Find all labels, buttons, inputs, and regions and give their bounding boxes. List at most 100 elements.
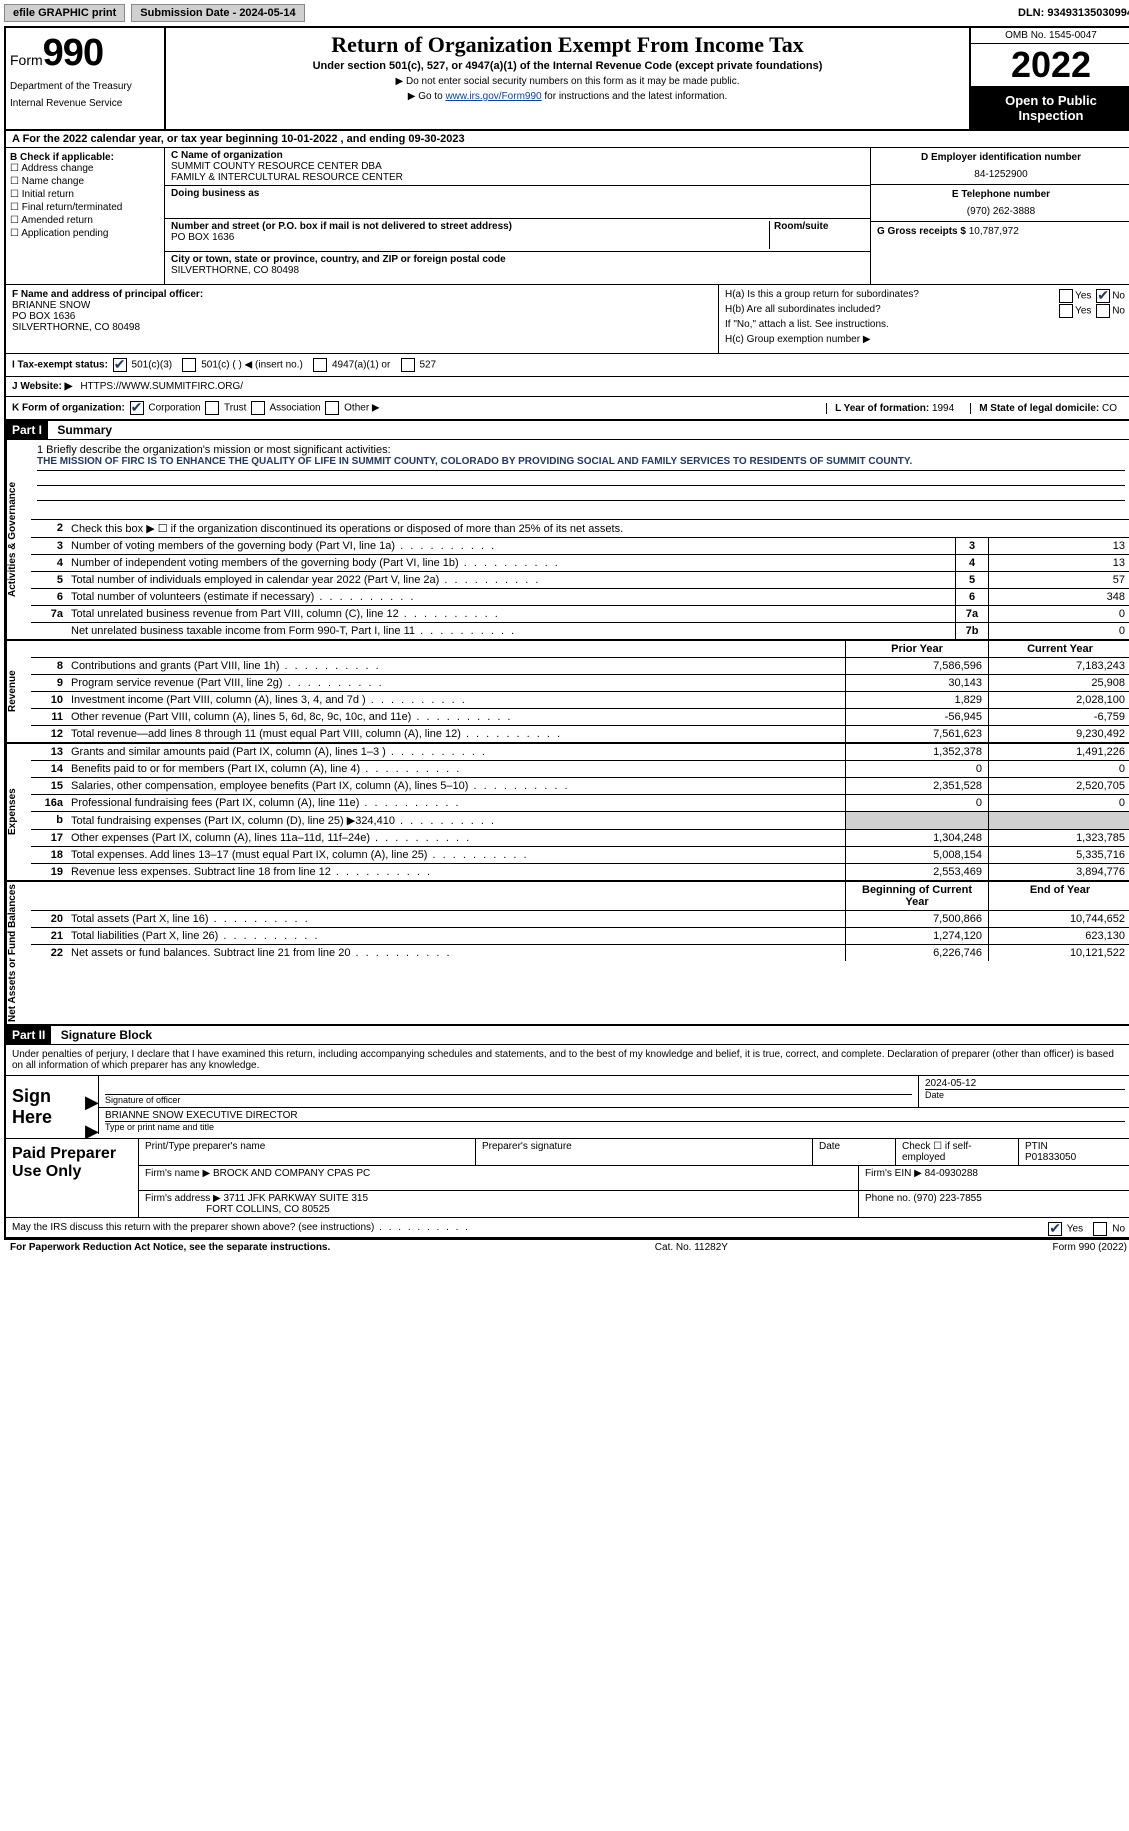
box-d: D Employer identification number 84-1252…	[870, 148, 1129, 284]
p-name-lbl: Print/Type preparer's name	[139, 1139, 476, 1165]
open-public: Open to Public Inspection	[971, 87, 1129, 129]
ha-no: No	[1112, 291, 1125, 302]
type-name-val: BRIANNE SNOW EXECUTIVE DIRECTOR	[105, 1110, 1125, 1121]
part2-title: Signature Block	[55, 1026, 158, 1044]
officer-addr2: SILVERTHORNE, CO 80498	[12, 322, 712, 333]
chk-addr: Address change	[21, 163, 93, 174]
footer-right: Form 990 (2022)	[1053, 1242, 1127, 1253]
officer-name: BRIANNE SNOW	[12, 300, 712, 311]
p-sig-lbl: Preparer's signature	[476, 1139, 813, 1165]
q1-lbl: 1 Briefly describe the organization's mi…	[37, 444, 1125, 456]
m-lbl: M State of legal domicile:	[979, 403, 1099, 414]
may-discuss: May the IRS discuss this return with the…	[12, 1222, 470, 1233]
firm-addr2: FORT COLLINS, CO 80525	[206, 1204, 330, 1215]
box-h: H(a) Is this a group return for subordin…	[719, 285, 1129, 353]
phone-val: (970) 223-7855	[913, 1193, 981, 1204]
firm-addr-lbl: Firm's address ▶	[145, 1193, 221, 1204]
tel-lbl: E Telephone number	[877, 189, 1125, 200]
subdate-btn[interactable]: Submission Date - 2024-05-14	[131, 4, 304, 22]
part2-header: Part II Signature Block	[6, 1026, 1129, 1045]
instruction-2b: for instructions and the latest informat…	[542, 91, 728, 102]
ha-yes: Yes	[1075, 291, 1091, 302]
firm-ein-val: 84-0930288	[925, 1168, 978, 1179]
sig-officer-lbl: Signature of officer	[105, 1094, 912, 1105]
dept-treasury: Department of the Treasury	[10, 81, 160, 92]
ptin-lbl: PTIN	[1025, 1141, 1048, 1152]
hb-yes: Yes	[1075, 306, 1091, 317]
k-corp: Corporation	[148, 403, 200, 414]
box-b: B Check if applicable: ☐ Address change …	[6, 148, 165, 284]
street-lbl: Number and street (or P.O. box if mail i…	[171, 221, 769, 232]
form-subtitle: Under section 501(c), 527, or 4947(a)(1)…	[172, 60, 963, 72]
dba-lbl: Doing business as	[171, 188, 864, 199]
room-lbl: Room/suite	[769, 221, 864, 249]
m-val: CO	[1102, 403, 1117, 414]
instruction-1: ▶ Do not enter social security numbers o…	[172, 76, 963, 87]
part1-header: Part I Summary	[6, 421, 1129, 440]
f-lbl: F Name and address of principal officer:	[12, 289, 712, 300]
form-word: Form	[10, 52, 43, 68]
k-assoc: Association	[269, 403, 320, 414]
i-o2: 501(c) ( ) ◀ (insert no.)	[201, 360, 303, 371]
vlabel-rev: Revenue	[6, 641, 31, 742]
l-lbl: L Year of formation:	[835, 403, 929, 414]
dln-label: DLN: 93493135030994	[1018, 7, 1129, 19]
chk-amend: Amended return	[21, 215, 93, 226]
city-val: SILVERTHORNE, CO 80498	[171, 265, 864, 276]
officer-addr1: PO BOX 1636	[12, 311, 712, 322]
form-header: Form990 Department of the Treasury Inter…	[6, 28, 1129, 131]
firm-ein-lbl: Firm's EIN ▶	[865, 1168, 922, 1179]
p-check-lbl: Check ☐ if self-employed	[896, 1139, 1019, 1165]
hc-lbl: H(c) Group exemption number ▶	[725, 334, 1125, 345]
tax-year: 2022	[971, 44, 1129, 87]
ein-val: 84-1252900	[877, 169, 1125, 180]
k-lbl: K Form of organization:	[12, 403, 125, 414]
row-a-tax-year: A For the 2022 calendar year, or tax yea…	[6, 131, 1129, 148]
efile-btn[interactable]: efile GRAPHIC print	[4, 4, 125, 22]
form-number: 990	[43, 32, 103, 74]
top-toolbar: efile GRAPHIC print Submission Date - 20…	[4, 4, 1129, 22]
hb2-lbl: If "No," attach a list. See instructions…	[725, 319, 1125, 330]
i-lbl: I Tax-exempt status:	[12, 360, 108, 371]
p-date-lbl: Date	[813, 1139, 896, 1165]
vlabel-na: Net Assets or Fund Balances	[6, 882, 31, 1024]
prior-year-hdr: Prior Year	[845, 641, 988, 657]
chk-name: Name change	[22, 176, 84, 187]
part1-bar: Part I	[6, 421, 48, 439]
k-other: Other ▶	[344, 403, 379, 414]
q2-text: Check this box ▶ ☐ if the organization d…	[67, 520, 1129, 537]
irs-label: Internal Revenue Service	[10, 98, 160, 109]
current-year-hdr: Current Year	[988, 641, 1129, 657]
chk-app: Application pending	[21, 228, 108, 239]
chk-final: Final return/terminated	[22, 202, 123, 213]
ptin-val: P01833050	[1025, 1152, 1076, 1163]
tel-val: (970) 262-3888	[877, 206, 1125, 217]
footer-mid: Cat. No. 11282Y	[655, 1242, 728, 1253]
box-c: C Name of organization SUMMIT COUNTY RES…	[165, 148, 870, 284]
firm-name-val: BROCK AND COMPANY CPAS PC	[213, 1168, 370, 1179]
firm-name-lbl: Firm's name ▶	[145, 1168, 210, 1179]
type-name-lbl: Type or print name and title	[105, 1121, 1125, 1132]
begin-year-hdr: Beginning of Current Year	[845, 882, 988, 910]
form-container: Form990 Department of the Treasury Inter…	[4, 26, 1129, 1239]
gross-lbl: G Gross receipts $	[877, 226, 966, 237]
chk-init: Initial return	[22, 189, 74, 200]
city-lbl: City or town, state or province, country…	[171, 254, 864, 265]
c-name-lbl: C Name of organization	[171, 150, 864, 161]
j-lbl: J Website: ▶	[12, 381, 72, 392]
sig-date-val: 2024-05-12	[925, 1078, 1125, 1089]
irs-link[interactable]: www.irs.gov/Form990	[445, 91, 541, 102]
ha-lbl: H(a) Is this a group return for subordin…	[725, 289, 919, 300]
sig-declaration: Under penalties of perjury, I declare th…	[6, 1045, 1129, 1076]
org-name-2: FAMILY & INTERCULTURAL RESOURCE CENTER	[171, 172, 864, 183]
street-val: PO BOX 1636	[171, 232, 769, 243]
hb-no: No	[1112, 306, 1125, 317]
sig-date-lbl: Date	[925, 1089, 1125, 1100]
mission-text: THE MISSION OF FIRC IS TO ENHANCE THE QU…	[37, 456, 1125, 471]
box-b-hdr: B Check if applicable:	[10, 152, 160, 163]
vlabel-exp: Expenses	[6, 744, 31, 880]
k-trust: Trust	[224, 403, 246, 414]
i-o1: 501(c)(3)	[132, 360, 173, 371]
org-name-1: SUMMIT COUNTY RESOURCE CENTER DBA	[171, 161, 864, 172]
gross-val: 10,787,972	[969, 226, 1019, 237]
